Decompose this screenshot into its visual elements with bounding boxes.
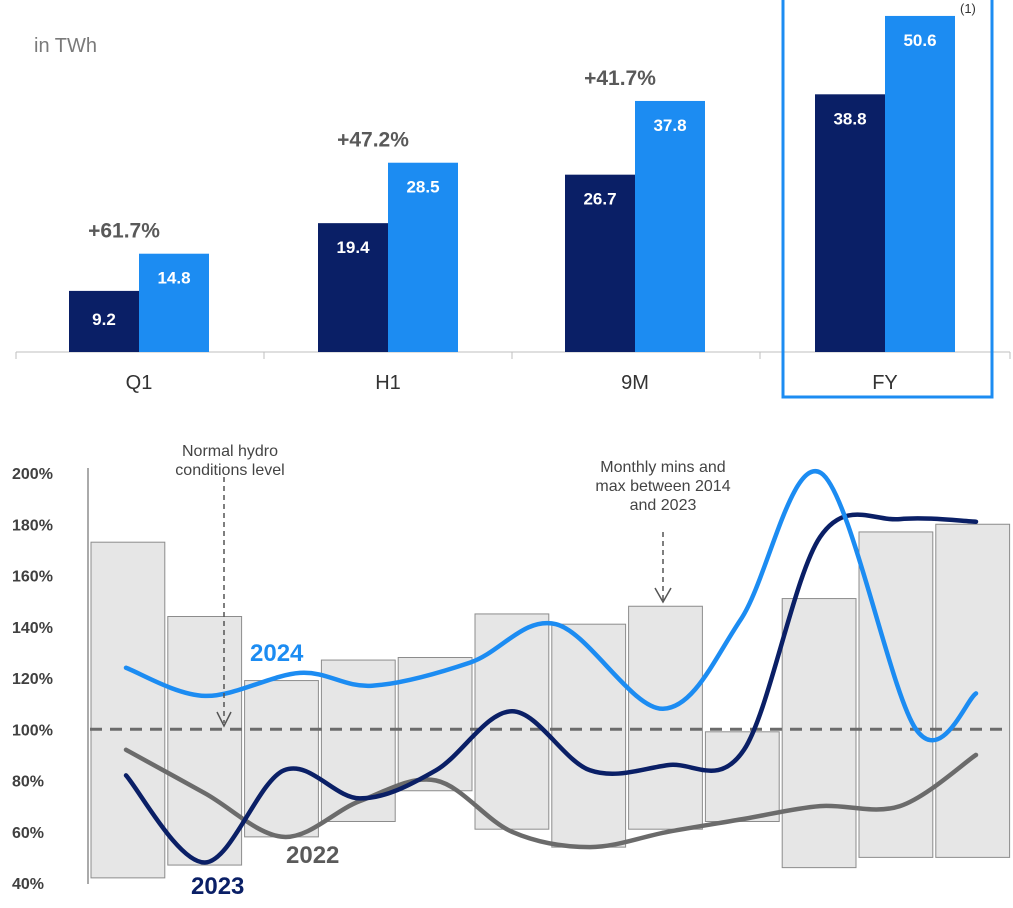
y-tick-label: 80% xyxy=(12,774,44,791)
series-label-2024: 2024 xyxy=(250,640,304,667)
series-line-2023 xyxy=(123,512,979,865)
band-month-10 xyxy=(781,598,857,869)
series-label-2022: 2022 xyxy=(286,842,339,869)
category-label-9m: 9M xyxy=(621,372,649,394)
bar-fy-series-1 xyxy=(815,94,885,352)
y-tick-label: 60% xyxy=(12,825,44,842)
band-month-3 xyxy=(244,680,319,838)
y-tick-label: 140% xyxy=(12,620,53,637)
band-month-1 xyxy=(90,541,166,879)
bar-q1-series-2 xyxy=(139,253,209,352)
y-tick-label: 200% xyxy=(12,466,53,483)
series-label-2023: 2023 xyxy=(191,873,244,900)
category-label-fy: FY xyxy=(872,372,898,394)
category-label-q1: Q1 xyxy=(126,372,153,394)
bar-9m-series-2 xyxy=(635,100,705,352)
band-month-7 xyxy=(551,623,627,848)
y-tick-label: 160% xyxy=(12,569,53,586)
band-month-12 xyxy=(935,523,1011,858)
bar-value-label: 38.8 xyxy=(833,109,866,128)
growth-label: +61.7% xyxy=(88,220,160,243)
bar-value-label: 9.2 xyxy=(92,310,116,329)
y-tick-label: 180% xyxy=(12,517,53,534)
annotation-band: max between 2014 xyxy=(595,478,730,495)
annotation-normal-arrowhead xyxy=(216,711,232,728)
bar-h1-series-1 xyxy=(318,223,388,352)
bar-value-label: 28.5 xyxy=(406,178,439,197)
band-month-2 xyxy=(167,616,243,866)
annotation-normal-level: conditions level xyxy=(175,462,284,479)
unit-label: in TWh xyxy=(34,35,97,57)
annotation-normal-level: Normal hydro xyxy=(182,443,278,460)
annotation-band: Monthly mins and xyxy=(600,459,725,476)
bar-value-label: 37.8 xyxy=(653,116,686,135)
bar-h1-series-2 xyxy=(388,162,458,352)
fy-highlight-box xyxy=(781,0,994,399)
bar-9m-series-1 xyxy=(565,174,635,352)
footnote-marker: (1) xyxy=(960,1,976,16)
bar-value-label: 50.6 xyxy=(903,31,936,50)
y-tick-label: 100% xyxy=(12,722,53,739)
category-label-h1: H1 xyxy=(375,372,401,394)
growth-label: +47.2% xyxy=(337,129,409,152)
y-tick-label: 120% xyxy=(12,671,53,688)
bar-value-label: 19.4 xyxy=(336,238,370,257)
series-line-2024 xyxy=(123,469,979,743)
y-tick-label: 40% xyxy=(12,876,44,893)
series-line-2022 xyxy=(123,747,979,850)
annotation-band-arrowhead xyxy=(654,587,672,604)
bar-fy-series-2 xyxy=(885,15,955,352)
bar-q1-series-1 xyxy=(69,290,139,352)
band-month-8 xyxy=(628,605,703,830)
band-month-11 xyxy=(858,531,934,858)
growth-label: +41.7% xyxy=(584,67,656,90)
bar-value-label: 26.7 xyxy=(583,190,616,209)
annotation-band: and 2023 xyxy=(630,497,697,514)
bar-value-label: 14.8 xyxy=(157,269,190,288)
band-month-9 xyxy=(704,731,780,822)
